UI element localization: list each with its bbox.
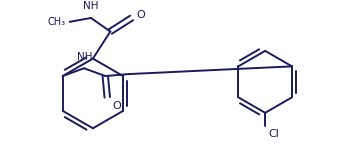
Text: NH: NH [83, 1, 99, 11]
Text: O: O [136, 10, 145, 20]
Text: O: O [112, 101, 121, 111]
Text: Cl: Cl [268, 129, 279, 139]
Text: CH₃: CH₃ [48, 17, 66, 27]
Text: NH: NH [77, 51, 93, 61]
